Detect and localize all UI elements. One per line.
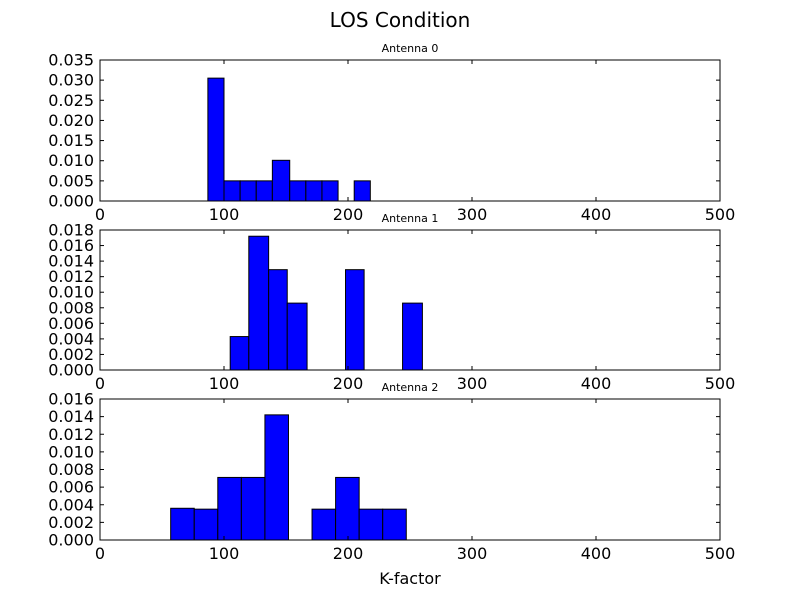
x-tick-label: 200	[333, 374, 364, 393]
histogram-bar	[353, 180, 371, 202]
x-tick-label: 100	[209, 544, 240, 563]
histogram-bar	[170, 507, 195, 541]
axes-frame	[99, 229, 721, 371]
subplot-title: Antenna 1	[382, 212, 439, 225]
histogram-bar	[321, 180, 339, 202]
subplot-title: Antenna 0	[382, 42, 439, 55]
x-tick-label: 100	[209, 205, 240, 224]
axes-frame	[99, 59, 721, 202]
histogram-bar	[248, 235, 270, 371]
y-tick-label: 0.006	[48, 314, 94, 333]
histogram-bar	[382, 508, 407, 541]
histogram-bar	[229, 336, 250, 371]
histogram-bar	[271, 159, 291, 202]
histogram-bar	[239, 180, 257, 202]
x-tick-label: 500	[705, 205, 736, 224]
histogram-bar	[223, 180, 241, 202]
y-tick-label: 0.010	[48, 283, 94, 302]
x-tick-label: 200	[333, 205, 364, 224]
x-tick-label: 0	[95, 205, 105, 224]
figure-title: LOS Condition	[329, 8, 471, 32]
x-axis-label: K-factor	[379, 569, 441, 588]
y-tick-label: 0.016	[48, 390, 94, 409]
y-tick-label: 0.008	[48, 460, 94, 479]
y-tick-label: 0.006	[48, 478, 94, 497]
y-tick-label: 0.002	[48, 345, 94, 364]
histogram-bar	[217, 476, 242, 541]
histogram-bar	[402, 302, 423, 371]
histogram-bar	[305, 180, 323, 202]
y-tick-label: 0.000	[48, 361, 94, 380]
subplot-antenna-2: 0 100 200 300 400 500 0.0000.0020.0040.0060.00…	[48, 381, 735, 563]
histogram-bar	[255, 180, 273, 202]
x-tick-label: 400	[581, 374, 612, 393]
histogram-bar	[264, 414, 289, 541]
y-tick-label: 0.020	[48, 111, 94, 130]
x-tick-label: 300	[457, 374, 488, 393]
y-tick-label: 0.004	[48, 329, 94, 348]
y-tick-label: 0.012	[48, 267, 94, 286]
histogram-bar	[345, 269, 365, 371]
subplot-antenna-0: 0 100 200 300 400 5000.0000.0050.0100.0150.02…	[48, 42, 735, 224]
x-tick-label: 500	[705, 544, 736, 563]
y-tick-label: 0.000	[48, 531, 94, 550]
y-tick-label: 0.004	[48, 495, 94, 514]
y-tick-label: 0.010	[48, 151, 94, 170]
histogram-bar	[268, 269, 288, 371]
subplot-title: Antenna 2	[382, 381, 439, 394]
histogram-bar	[286, 302, 308, 371]
x-tick-label: 500	[705, 374, 736, 393]
x-tick-label: 400	[581, 544, 612, 563]
x-tick-label: 0	[95, 544, 105, 563]
histogram-bar	[311, 508, 337, 541]
y-tick-label: 0.008	[48, 298, 94, 317]
x-tick-label: 100	[209, 374, 240, 393]
y-tick-label: 0.025	[48, 91, 94, 110]
x-tick-label: 200	[333, 544, 364, 563]
histogram-bar	[335, 476, 360, 541]
y-tick-label: 0.000	[48, 192, 94, 211]
y-tick-label: 0.018	[48, 221, 94, 240]
y-tick-label: 0.014	[48, 407, 94, 426]
histogram-bar	[358, 508, 384, 541]
y-tick-label: 0.014	[48, 252, 94, 271]
x-tick-label: 400	[581, 205, 612, 224]
y-tick-label: 0.015	[48, 131, 94, 150]
histogram-bar	[207, 77, 225, 202]
y-tick-label: 0.030	[48, 71, 94, 90]
y-tick-label: 0.016	[48, 236, 94, 255]
histogram-bar	[193, 508, 219, 541]
histogram-bar	[289, 180, 307, 202]
x-tick-label: 300	[457, 205, 488, 224]
y-tick-label: 0.010	[48, 442, 94, 461]
y-tick-label: 0.035	[48, 51, 94, 70]
histogram-bar	[240, 476, 266, 541]
y-tick-label: 0.005	[48, 171, 94, 190]
x-tick-label: 0	[95, 374, 105, 393]
y-tick-label: 0.012	[48, 425, 94, 444]
x-tick-label: 300	[457, 544, 488, 563]
y-tick-label: 0.002	[48, 513, 94, 532]
subplot-antenna-1: 0 100 200 300 400 500 0.0000.0020.0040.0060.00…	[48, 212, 735, 393]
